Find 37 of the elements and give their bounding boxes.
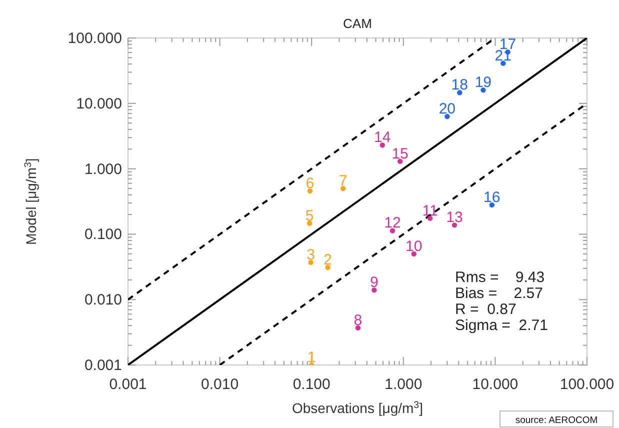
- x-tick-label: 0.100: [292, 376, 330, 393]
- x-tick-label: 100.000: [560, 376, 614, 393]
- annotation: 18: [451, 76, 468, 94]
- annotation: 9: [370, 274, 378, 292]
- annotation: 6: [306, 174, 314, 192]
- annotation: Rms = 9.43: [455, 269, 545, 286]
- x-tick-label: 10.000: [472, 376, 518, 393]
- y-tick-label: 0.100: [84, 226, 122, 244]
- y-tick-label: 0.010: [84, 292, 122, 309]
- annotation: 8: [354, 312, 362, 329]
- annotation: Bias = 2.57: [455, 285, 543, 302]
- annotation: 2: [324, 251, 332, 268]
- chart-title: CAM: [343, 16, 372, 31]
- y-tick-label: 0.001: [84, 357, 122, 374]
- annotation: 13: [446, 209, 463, 226]
- x-tick-label: 0.010: [201, 376, 239, 393]
- annotation: 20: [438, 100, 456, 118]
- annotation: 12: [384, 214, 401, 232]
- annotation: 19: [474, 74, 492, 92]
- y-tick-label: 1.000: [84, 160, 122, 178]
- source-note: source: AEROCOM: [515, 415, 598, 426]
- annotation: 3: [306, 246, 315, 264]
- annotation: R = 0.87: [455, 301, 516, 318]
- annotation: 16: [484, 188, 500, 206]
- annotation: 7: [338, 172, 348, 190]
- annotation: 5: [305, 207, 314, 224]
- x-tick-label: 1.000: [384, 376, 422, 393]
- y-tick-label: 10.000: [76, 95, 122, 112]
- x-tick-label: 0.001: [109, 376, 147, 393]
- annotation: Sigma = 2.71: [455, 317, 548, 334]
- x-axis-title: Observations [μg/m$^{3}$]: [292, 400, 424, 416]
- annotation: 1: [307, 349, 316, 366]
- annotation: 11: [422, 202, 438, 220]
- y-tick-label: 100.000: [68, 30, 122, 47]
- annotation: 10: [406, 238, 422, 255]
- annotation: 15: [392, 145, 408, 162]
- annotation: 14: [374, 129, 391, 146]
